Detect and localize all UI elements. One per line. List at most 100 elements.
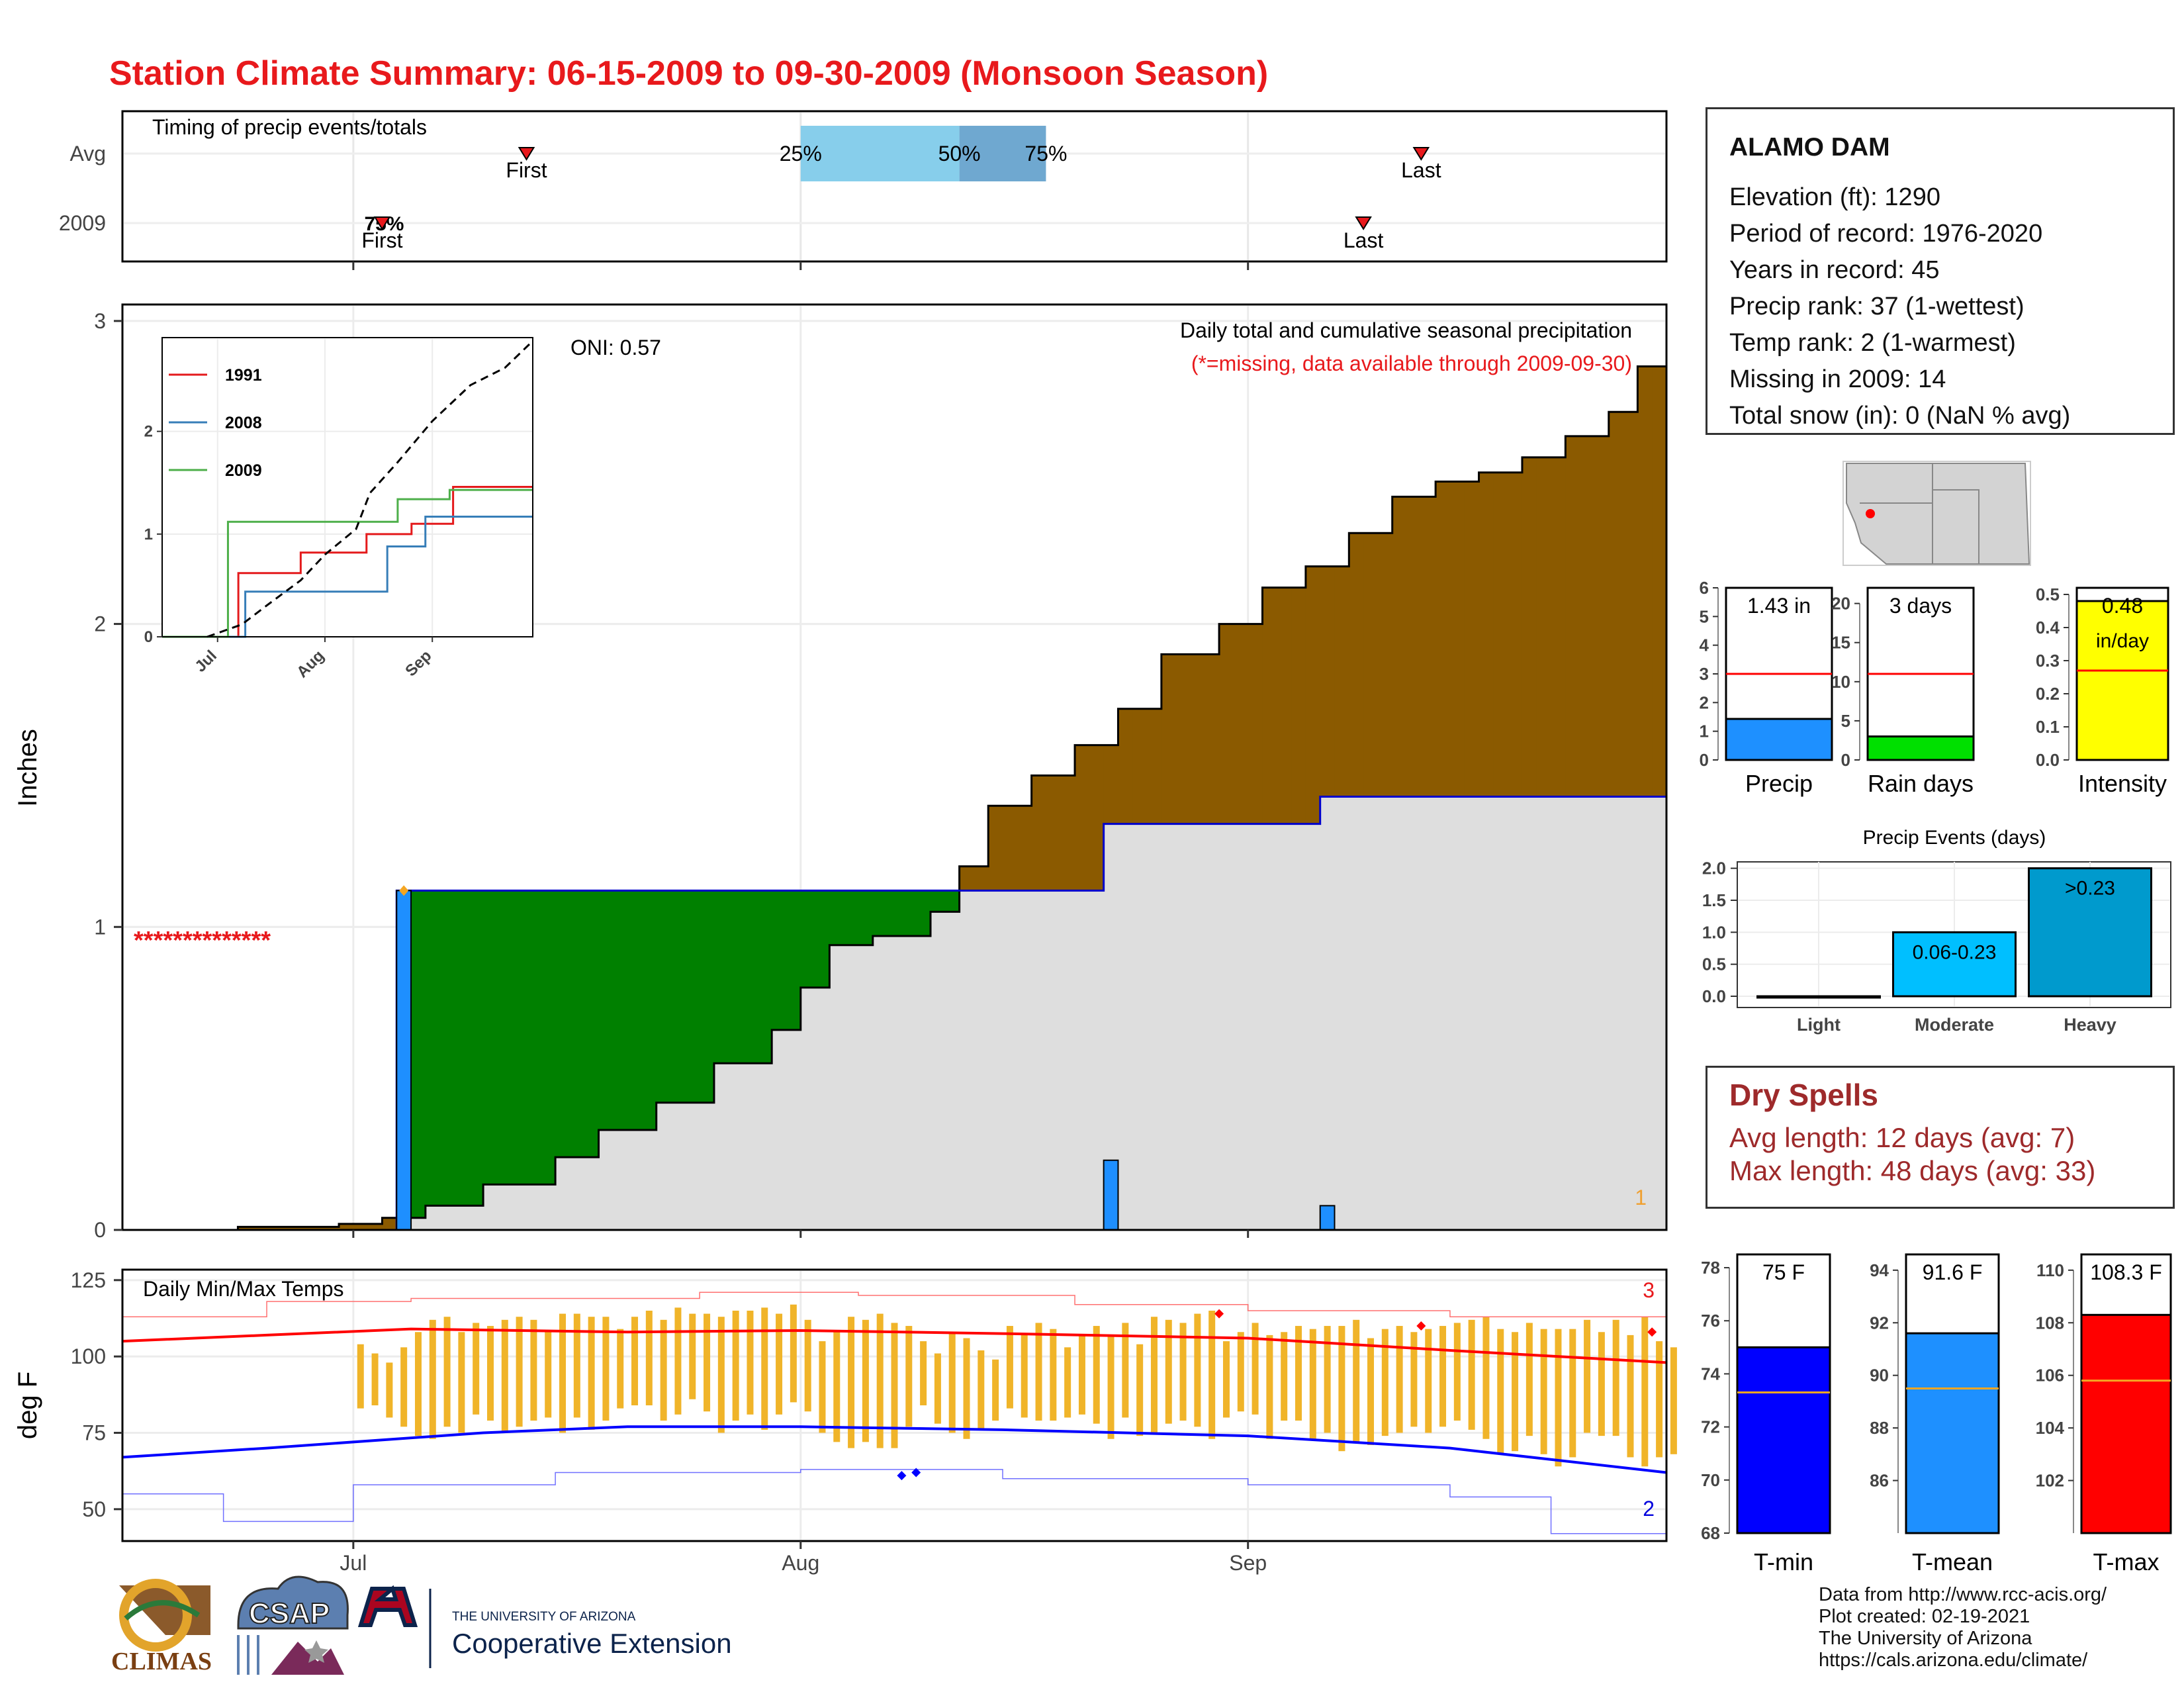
surplus-segment [772, 890, 787, 1030]
tmin_gauge-tick-label: 78 [1701, 1258, 1720, 1278]
tmax_gauge-label: T-max [2093, 1548, 2159, 1575]
tmax_gauge-tick-label: 102 [2036, 1471, 2064, 1491]
timing-panel: Timing of precip events/totals Avg 2009 … [59, 110, 1668, 270]
tmean_gauge-bar [1905, 1332, 2000, 1534]
raindays_gauge-tick-label: 0 [1841, 750, 1850, 770]
precip-panel: 0 1 2 3 Inches Daily total and cumulative s… [13, 303, 1668, 1242]
deficit-segment [1089, 745, 1105, 891]
temp-range-bar [717, 1317, 725, 1433]
inset-ytick-label: 1 [144, 526, 153, 543]
temp-range-bar [1353, 1319, 1360, 1442]
precip-ylabel: Inches [13, 729, 42, 807]
surplus-segment [656, 890, 672, 1103]
deficit-segment [1248, 624, 1263, 824]
station-info-box: ALAMO DAM Elevation (ft): 1290 Period of… [1706, 107, 2175, 435]
deficit-segment [1623, 412, 1638, 797]
surplus-segment [598, 890, 614, 1130]
timing-title: Timing of precip events/totals [152, 115, 427, 139]
temp-range-bar [732, 1310, 739, 1421]
temp-title: Daily Min/Max Temps [143, 1277, 343, 1301]
raindays_gauge-tick-label: 15 [1831, 633, 1850, 653]
temp-count-high: 3 [1643, 1278, 1655, 1302]
deficit-segment [238, 1227, 253, 1230]
temp-range-bar [660, 1319, 667, 1421]
temp-range-bar [1540, 1329, 1547, 1454]
surplus-segment [887, 890, 902, 937]
intensity_gauge-value-label-2: in/day [2096, 630, 2149, 652]
legend-1991: 1991 [225, 366, 262, 385]
surplus-segment [641, 890, 657, 1130]
deficit-segment [1551, 457, 1566, 797]
deficit-segment [974, 866, 989, 891]
inset-series-normal [206, 340, 534, 638]
credits-line-1: Data from http://www.rcc-acis.org/ [1819, 1584, 2107, 1605]
deficit-segment [1580, 436, 1595, 797]
surplus-segment [670, 890, 686, 1103]
normal-cumulative-line [122, 363, 1668, 1231]
station-precip-rank: Precip rank: 37 (1-wettest) [1729, 293, 2025, 320]
surplus-segment [555, 890, 570, 1158]
credits-line-2: Plot created: 02-19-2021 [1819, 1606, 2030, 1627]
tmax_gauge-tick-label: 110 [2036, 1260, 2064, 1280]
events-category-label: Light [1797, 1015, 1841, 1035]
raindays_gauge-tick-label: 10 [1831, 672, 1850, 692]
temp-range-bar [371, 1353, 379, 1405]
station-location-dot [1866, 509, 1875, 518]
temp-range-bar [761, 1307, 768, 1430]
record-low-marker [911, 1468, 921, 1477]
tmean_gauge-label: T-mean [1912, 1548, 1993, 1575]
temp-range-bar [1122, 1323, 1129, 1418]
precip_gauge-label: Precip [1745, 770, 1813, 797]
avg-first-label: First [506, 158, 547, 182]
intensity_gauge-tick-label: 0.4 [2036, 618, 2060, 637]
record-low-marker [897, 1471, 907, 1481]
deficit-segment [339, 1223, 354, 1230]
deficit-segment [1262, 587, 1277, 824]
avg-last-marker [1412, 147, 1430, 161]
events-ytick-label: 0.5 [1702, 955, 1726, 974]
tmin_gauge-label: T-min [1754, 1548, 1813, 1575]
temp-range-bar [1468, 1319, 1475, 1430]
daily-max-marker [399, 885, 409, 896]
temp-range-bar [1396, 1326, 1403, 1433]
station-snow: Total snow (in): 0 (NaN % avg) [1729, 402, 2071, 430]
temp-range-bar [1525, 1323, 1533, 1436]
tmin_gauge-value-label: 75 F [1762, 1260, 1805, 1284]
events-category-label: Moderate [1915, 1015, 1994, 1035]
intensity_gauge-tick-label: 0.1 [2036, 717, 2060, 737]
events-bar [2028, 867, 2152, 998]
inset-legend: 1991 2008 2009 [169, 366, 262, 480]
deficit-segment [367, 1223, 383, 1230]
temp-range-bar [458, 1332, 465, 1433]
temp-range-bar [1512, 1332, 1519, 1452]
deficit-segment [1508, 472, 1523, 797]
deficit-segment [1017, 806, 1032, 891]
y2009-last-label: Last [1343, 228, 1384, 252]
inset-series-1991 [162, 485, 533, 638]
daily-precip-bar [1103, 1159, 1119, 1231]
deficit-segment [1277, 587, 1292, 824]
deficit-segment [1046, 775, 1061, 891]
events-bar [1892, 931, 2017, 998]
record-high-marker [1214, 1309, 1224, 1319]
temp-range-bar [1555, 1329, 1562, 1467]
precip_gauge-tick-label: 0 [1700, 750, 1709, 770]
precip_gauge-tick-label: 2 [1700, 692, 1709, 712]
temp-range-bar [920, 1341, 927, 1405]
deficit-segment [1060, 775, 1075, 891]
surplus-segment [526, 890, 541, 1185]
surplus-segment [541, 890, 556, 1185]
surplus-segment [700, 890, 715, 1103]
deficit-segment [1493, 472, 1508, 797]
temp-range-bar [1251, 1323, 1259, 1415]
surplus-segment [713, 890, 729, 1064]
deficit-segment [1291, 587, 1306, 824]
temp-range-bar [530, 1319, 537, 1421]
temp-range-bar [414, 1332, 422, 1436]
temp-range-bar [1194, 1313, 1201, 1427]
deficit-segment [1565, 436, 1580, 797]
precip_gauge-tick-label: 6 [1700, 578, 1709, 598]
temp-range-bar [645, 1310, 653, 1405]
